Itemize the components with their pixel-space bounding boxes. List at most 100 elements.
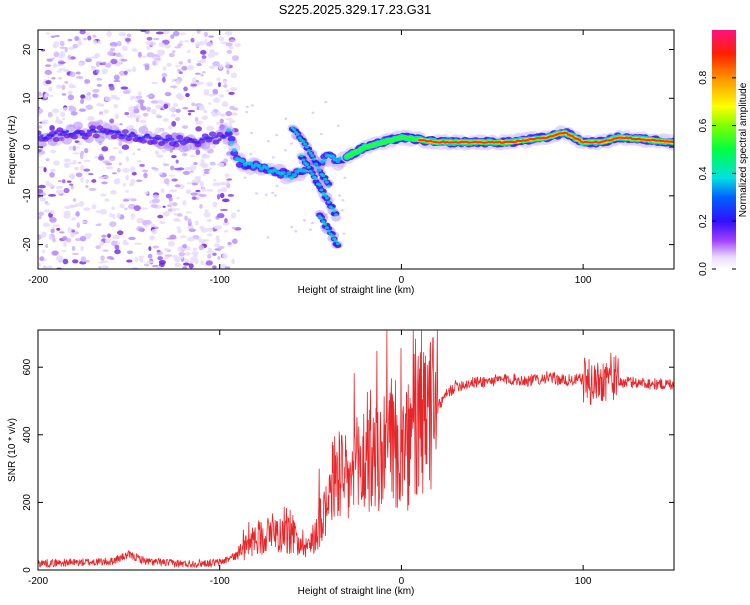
noise-dot	[55, 119, 63, 124]
ridge-mark	[185, 140, 190, 144]
noise-dot	[156, 115, 163, 119]
noise-dot	[212, 88, 219, 95]
noise-dot	[116, 41, 122, 47]
noise-dot	[69, 71, 76, 78]
noise-dot	[152, 198, 160, 204]
noise-dot	[75, 146, 81, 149]
y-tick-label: -10	[22, 188, 33, 203]
noise-dot	[255, 192, 259, 195]
noise-dot	[144, 191, 149, 195]
noise-dot	[187, 218, 192, 224]
noise-dot	[216, 213, 225, 219]
noise-dot	[68, 145, 73, 151]
noise-dot	[289, 142, 293, 145]
noise-dot	[141, 55, 147, 58]
ridge-mark	[306, 165, 311, 169]
noise-dot	[200, 50, 207, 55]
noise-dot	[109, 47, 116, 52]
noise-dot	[169, 85, 178, 88]
noise-dot	[171, 120, 177, 127]
noise-dot	[146, 260, 155, 264]
noise-dot	[46, 58, 53, 62]
ridge-mark	[52, 136, 60, 142]
snr-axes: -200 -100 0 100 0 200 400 600	[22, 330, 674, 587]
noise-dot	[187, 58, 192, 64]
noise-dot	[72, 43, 79, 49]
noise-dot	[146, 94, 153, 98]
ridge-mark	[43, 136, 48, 140]
noise-dot	[190, 37, 195, 43]
noise-dot	[139, 119, 147, 124]
noise-dot	[48, 182, 53, 188]
noise-dot	[149, 234, 155, 241]
noise-dot	[107, 233, 111, 238]
noise-dot	[159, 220, 166, 225]
noise-dot	[70, 111, 78, 116]
noise-dot	[53, 40, 59, 47]
noise-dot	[236, 209, 240, 212]
noise-dot	[137, 99, 145, 104]
noise-dot	[234, 43, 241, 47]
noise-dot	[140, 106, 147, 111]
noise-dot	[78, 200, 85, 207]
noise-dot	[92, 88, 100, 93]
noise-dot	[148, 246, 152, 251]
noise-dot	[38, 125, 43, 129]
noise-dot	[147, 253, 153, 259]
noise-dot	[194, 72, 201, 75]
noise-dot	[209, 161, 216, 166]
noise-dot	[99, 176, 105, 179]
noise-dot	[194, 220, 199, 226]
noise-dot	[271, 156, 275, 159]
noise-dot	[202, 173, 207, 176]
noise-dot	[84, 147, 89, 154]
colorbar-tick-label: 0.6	[698, 118, 709, 132]
noise-dot	[80, 176, 84, 183]
noise-dot	[179, 235, 187, 239]
noise-dot	[171, 178, 178, 182]
ridge-mark	[92, 133, 100, 139]
noise-dot	[63, 241, 67, 248]
noise-dot	[96, 69, 100, 74]
noise-dot	[101, 146, 109, 152]
noise-dot	[215, 235, 220, 241]
noise-dot	[199, 181, 205, 187]
noise-dot	[184, 40, 189, 43]
noise-dot	[38, 215, 42, 220]
noise-dot	[84, 79, 91, 84]
noise-dot	[187, 236, 195, 242]
noise-dot	[188, 228, 196, 233]
noise-dot	[166, 237, 174, 240]
noise-dot	[155, 31, 164, 35]
noise-dot	[173, 167, 182, 171]
noise-dot	[105, 166, 114, 170]
noise-dot	[207, 247, 212, 253]
ridge-mark	[86, 129, 91, 133]
noise-dot	[184, 166, 192, 171]
noise-dot	[102, 61, 107, 65]
noise-dot	[177, 228, 182, 234]
noise-dot	[164, 254, 173, 257]
noise-dot	[196, 30, 201, 34]
ridge-mark	[217, 138, 222, 142]
noise-dot	[38, 211, 45, 216]
noise-dot	[225, 63, 230, 69]
noise-dot	[123, 199, 130, 202]
ridge-mark	[170, 137, 175, 141]
noise-dot	[201, 115, 209, 121]
noise-dot	[83, 159, 91, 162]
spectrogram-ylabel: Frequency (Hz)	[7, 116, 18, 185]
noise-dot	[59, 40, 65, 47]
noise-dot	[97, 40, 102, 45]
noise-dot	[72, 198, 77, 202]
noise-dot	[195, 120, 203, 125]
noise-dot	[61, 84, 66, 91]
noise-dot	[156, 154, 164, 159]
noise-dot	[207, 148, 214, 154]
noise-dot	[170, 34, 175, 39]
noise-dot	[273, 194, 277, 197]
noise-dot	[230, 112, 238, 116]
noise-dot	[168, 107, 175, 112]
noise-dot	[200, 58, 207, 64]
ridge-mark	[65, 129, 70, 133]
